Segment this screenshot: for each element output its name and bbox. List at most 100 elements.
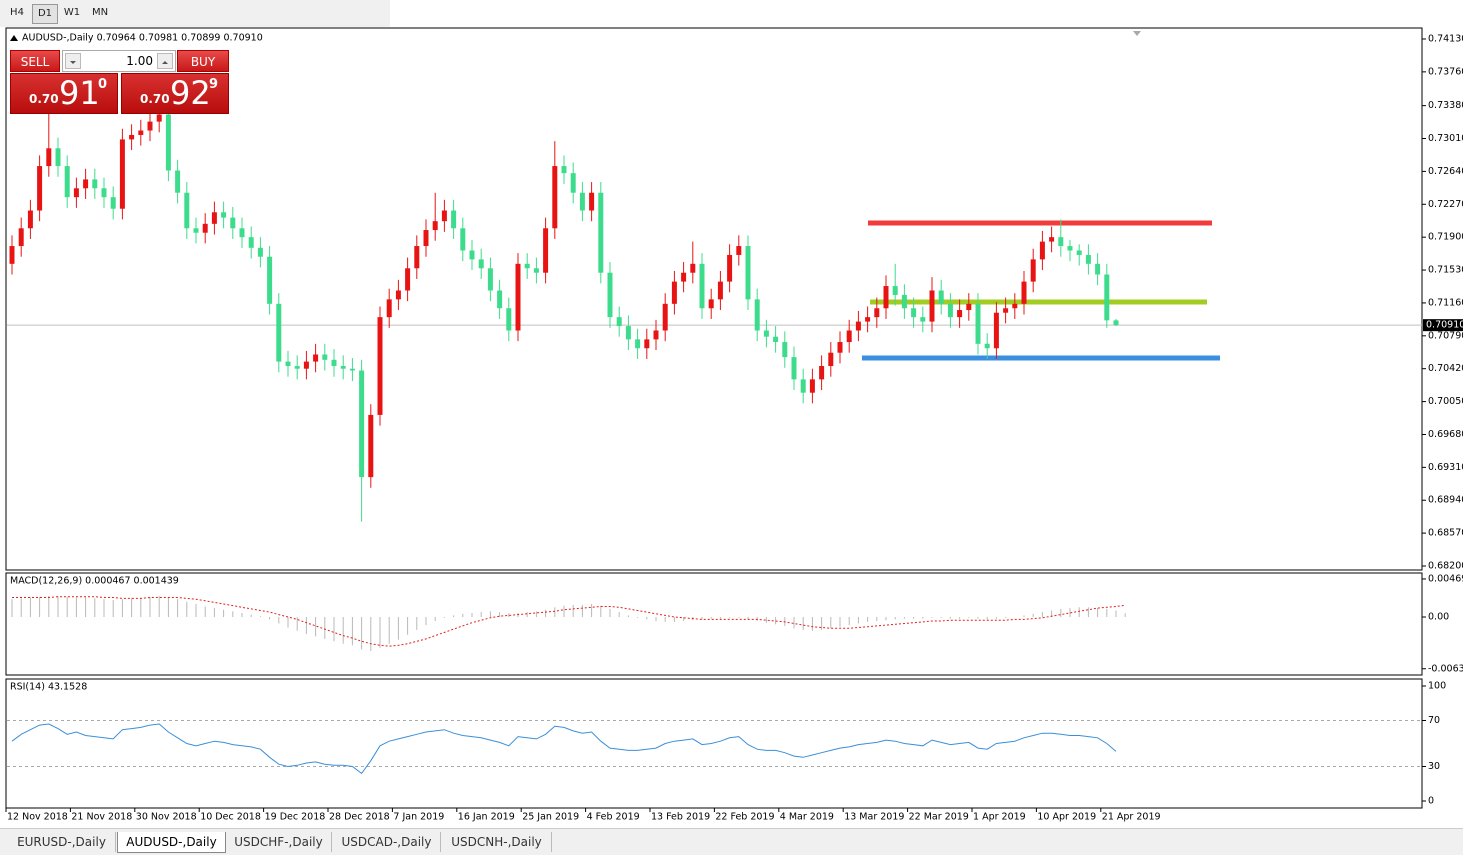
candle-body xyxy=(1030,259,1036,282)
candle-body xyxy=(487,268,493,291)
x-tick-label: 30 Nov 2018 xyxy=(136,812,197,823)
candle-body xyxy=(27,210,33,229)
candle-body xyxy=(1113,320,1119,326)
candle-body xyxy=(18,228,24,247)
candle-body xyxy=(819,366,825,380)
bid-fraction: 0 xyxy=(98,77,108,92)
macd-signal xyxy=(12,596,1126,647)
candle-body xyxy=(340,366,346,369)
candle-body xyxy=(763,330,769,337)
x-tick-label: 13 Mar 2019 xyxy=(844,812,904,823)
x-tick-label: 28 Dec 2018 xyxy=(329,812,390,823)
bid-prefix: 0.70 xyxy=(29,92,59,106)
lot-increase[interactable] xyxy=(157,53,173,69)
macd-title: MACD(12,26,9) 0.000467 0.001439 xyxy=(10,576,179,587)
candle-body xyxy=(754,299,760,331)
chart-tab[interactable]: USDCAD-,Daily xyxy=(333,832,441,852)
chart-tab[interactable]: USDCHF-,Daily xyxy=(226,832,332,852)
chart-tab[interactable]: EURUSD-,Daily xyxy=(8,832,116,852)
candle-body xyxy=(257,247,263,257)
candle-body xyxy=(681,272,687,282)
candle-body xyxy=(837,342,843,353)
candle-body xyxy=(635,339,641,349)
candle-body xyxy=(64,166,70,198)
candle-body xyxy=(1049,237,1055,242)
candle-body xyxy=(736,246,742,255)
period-button[interactable]: H4 xyxy=(10,7,24,18)
candle-body xyxy=(947,303,953,318)
candle-body xyxy=(147,121,153,131)
buy-button[interactable]: BUY xyxy=(177,50,229,72)
candle-body xyxy=(156,114,162,122)
candle-body xyxy=(920,317,926,322)
rsi xyxy=(7,720,1422,775)
period-toolbar: H4 D1 W1 MN xyxy=(0,0,390,27)
x-tick-label: 4 Feb 2019 xyxy=(587,812,640,823)
lot-decrease[interactable] xyxy=(65,53,81,69)
period-button[interactable]: W1 xyxy=(63,7,81,18)
lot-input[interactable]: 1.00 xyxy=(62,50,176,72)
candle-body xyxy=(322,354,328,360)
bid-quote[interactable]: 0.70 91 0 xyxy=(10,73,118,114)
candle-body xyxy=(874,308,880,318)
chart-tab[interactable]: AUDUSD-,Daily xyxy=(117,832,226,853)
candle-body xyxy=(699,263,705,309)
candle-body xyxy=(230,217,236,229)
x-tick-label: 22 Mar 2019 xyxy=(909,812,969,823)
ask-prefix: 0.70 xyxy=(140,92,170,106)
candle-body xyxy=(846,330,852,343)
period-button[interactable]: MN xyxy=(91,7,109,18)
candle-body xyxy=(405,268,411,291)
candle-body xyxy=(110,197,116,209)
last-price-label: 0.70910 xyxy=(1426,320,1463,331)
x-tick-label: 1 Apr 2019 xyxy=(973,812,1026,823)
x-tick-label: 21 Apr 2019 xyxy=(1102,812,1161,823)
candle-body xyxy=(441,210,447,222)
candle-body xyxy=(73,188,79,198)
candle-body xyxy=(579,192,585,211)
candle-body xyxy=(1076,250,1082,255)
y-tick-label: 100 xyxy=(1428,681,1446,692)
candle-body xyxy=(552,166,558,229)
bid-pips: 91 xyxy=(59,74,100,112)
candle-body xyxy=(782,342,788,358)
candle-body xyxy=(865,317,871,322)
sell-button[interactable]: SELL xyxy=(10,50,60,72)
x-tick-label: 7 Jan 2019 xyxy=(393,812,444,823)
period-button[interactable]: D1 xyxy=(32,4,58,24)
candle-body xyxy=(773,336,779,343)
candle-body xyxy=(129,134,135,140)
candle-body xyxy=(800,379,806,393)
candle-body xyxy=(975,303,981,344)
candle-body xyxy=(1085,254,1091,264)
candle-body xyxy=(46,148,52,167)
candle-body xyxy=(119,139,125,209)
candle-body xyxy=(432,221,438,231)
candle-body xyxy=(248,237,254,248)
candle-body xyxy=(883,286,889,309)
ask-quote[interactable]: 0.70 92 9 xyxy=(121,73,229,114)
candle-body xyxy=(966,303,972,311)
candle-body xyxy=(616,317,622,327)
candle-body xyxy=(276,303,282,362)
candle-body xyxy=(184,192,190,229)
candle-body xyxy=(294,366,300,369)
chart-tabs: EURUSD-,Daily AUDUSD-,Daily USDCHF-,Daily U… xyxy=(0,828,1463,855)
candle-body xyxy=(386,299,392,318)
candle-body xyxy=(202,223,208,233)
candle-body xyxy=(543,228,549,273)
y-tick-label: 70 xyxy=(1428,715,1440,726)
rsi-line xyxy=(11,723,1117,775)
candle-body xyxy=(1039,241,1045,260)
candle-body xyxy=(138,130,144,135)
x-tick-label: 10 Apr 2019 xyxy=(1037,812,1096,823)
chart-tab[interactable]: USDCNH-,Daily xyxy=(442,832,552,852)
